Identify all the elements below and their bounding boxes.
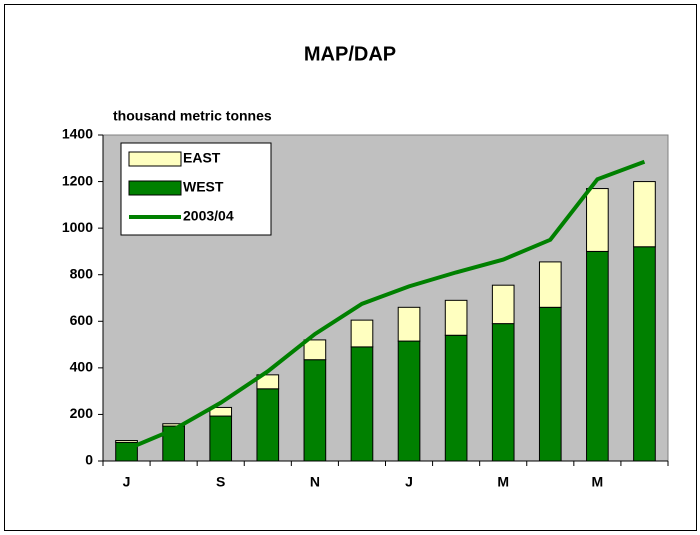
y-axis-label: thousand metric tonnes <box>113 108 272 124</box>
x-tick-label: J <box>123 474 131 490</box>
x-tick-label: J <box>405 474 413 490</box>
bar <box>256 374 280 390</box>
x-tick-label: S <box>216 474 225 490</box>
bar <box>115 440 138 443</box>
bar <box>491 284 515 325</box>
bar <box>633 246 656 462</box>
x-tick-label: N <box>310 474 320 490</box>
legend-swatch <box>128 151 182 167</box>
y-tick-label: 1200 <box>62 172 93 188</box>
bar <box>633 181 656 248</box>
bar <box>586 250 609 462</box>
legend-label: 2003/04 <box>183 208 234 224</box>
y-tick-label: 1000 <box>62 219 93 235</box>
bar <box>397 306 421 342</box>
bar <box>350 319 374 348</box>
bar <box>397 340 421 462</box>
bar <box>303 359 327 462</box>
y-tick-label: 600 <box>70 312 94 328</box>
legend-swatch <box>128 180 182 196</box>
legend-label: WEST <box>183 179 224 195</box>
bar <box>444 334 468 462</box>
bar <box>491 323 515 462</box>
y-tick-label: 800 <box>70 265 94 281</box>
line <box>125 159 646 452</box>
bar <box>303 339 327 361</box>
bar <box>538 261 562 308</box>
chart-title: MAP/DAP <box>304 43 396 65</box>
bar <box>256 388 280 462</box>
bar <box>209 406 233 417</box>
bar <box>538 306 562 462</box>
x-tick-label: M <box>497 474 509 490</box>
x-tick-label: M <box>592 474 604 490</box>
y-tick-label: 1400 <box>62 126 93 142</box>
y-tick-label: 0 <box>85 452 93 468</box>
bar <box>586 188 609 252</box>
legend-label: EAST <box>183 150 221 166</box>
y-tick-label: 400 <box>70 359 94 375</box>
y-tick-label: 200 <box>70 405 94 421</box>
bar <box>350 346 374 462</box>
bar <box>444 299 468 336</box>
bar <box>209 415 233 462</box>
